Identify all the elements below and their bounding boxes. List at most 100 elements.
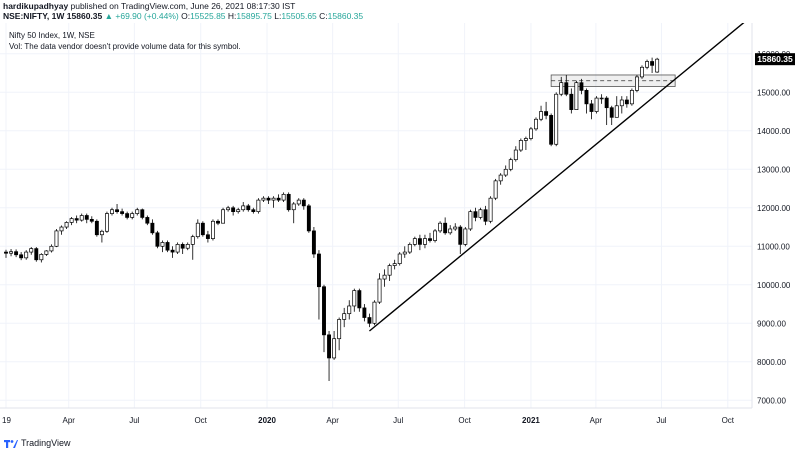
candle-body (604, 97, 609, 109)
candle-body (236, 209, 241, 213)
candle-55 (281, 192, 286, 203)
candle-30 (155, 230, 160, 249)
candle-body (564, 82, 569, 95)
candle-109 (554, 92, 559, 147)
candle-body (4, 251, 8, 254)
price-axis[interactable]: 7000.00 8000.00 9000.00 10000.00 11000.00 120… (757, 50, 791, 406)
candle-body (105, 213, 109, 232)
candle-71 (362, 304, 367, 322)
candle-104 (529, 126, 533, 141)
chart-area[interactable]: 7000.00 8000.00 9000.00 10000.00 11000.00 120… (0, 18, 805, 438)
candle-14 (74, 215, 79, 224)
candle-body (549, 115, 554, 145)
candle-99 (503, 165, 508, 177)
y-tick-label: 12000.00 (757, 204, 791, 213)
candle-body (231, 207, 236, 213)
candle-body (271, 197, 276, 201)
candle-28 (145, 215, 150, 226)
last-price: 15860.35 (66, 11, 103, 21)
candle-body (559, 82, 564, 95)
price-change: ▲ +69.90 (+0.44%) (104, 11, 179, 21)
candle-102 (518, 138, 523, 152)
candle-129 (655, 57, 660, 73)
candle-116 (589, 100, 594, 120)
candle-body (337, 319, 342, 340)
high-label: H: (227, 11, 237, 21)
candle-80 (407, 242, 412, 254)
candle-1 (9, 248, 13, 257)
x-tick-label: 2020 (258, 416, 276, 425)
candle-92 (468, 209, 473, 231)
trendline[interactable] (368, 18, 749, 332)
candle-body (24, 251, 29, 259)
author-name[interactable]: hardikupadhyay (3, 1, 69, 11)
candle-body (185, 244, 190, 249)
y-tick-label: 7000.00 (757, 396, 786, 405)
candle-body (246, 205, 251, 211)
candle-120 (609, 105, 614, 126)
x-tick-label: Apr (326, 416, 339, 425)
candle-body (407, 244, 412, 253)
support-trendline[interactable] (368, 18, 749, 332)
candle-body (296, 199, 301, 205)
candle-body (64, 222, 69, 228)
candle-124 (629, 88, 634, 106)
candle-7 (39, 253, 44, 263)
publish-info: hardikupadhyay published on TradingView.… (3, 1, 295, 11)
candle-body (54, 230, 59, 247)
candle-body (650, 61, 655, 66)
candle-body (458, 226, 463, 245)
candle-body (110, 209, 114, 214)
candle-body (74, 218, 79, 221)
candle-16 (84, 213, 89, 224)
candle-18 (94, 219, 99, 237)
candle-body (428, 238, 432, 241)
candle-3 (19, 252, 24, 261)
candle-91 (463, 227, 468, 247)
candle-21 (110, 207, 114, 216)
tradingview-brand[interactable]: TradingView (21, 438, 71, 448)
legend-title: Nifty 50 Index, 1W, NSE (9, 31, 95, 40)
candle-6 (34, 247, 39, 262)
candle-95 (483, 205, 488, 226)
candle-body (372, 301, 377, 324)
candle-118 (599, 94, 604, 104)
candle-body (19, 254, 24, 259)
candle-body (523, 138, 528, 141)
candle-body (635, 76, 639, 91)
candle-body (99, 230, 104, 236)
candle-87 (443, 217, 448, 235)
candle-body (433, 230, 437, 241)
candlestick-chart[interactable]: 7000.00 8000.00 9000.00 10000.00 11000.00 120… (0, 18, 805, 438)
close-label: C: (319, 11, 328, 21)
candle-body (473, 211, 478, 218)
candle-body (216, 220, 220, 224)
candle-body (589, 103, 594, 112)
candle-body (397, 253, 402, 264)
candle-body (59, 226, 64, 232)
time-axis[interactable]: 19 Apr Jul Oct 2020 Apr Jul Oct 2021 Apr Jul Oct (2, 416, 735, 425)
y-tick-label: 13000.00 (757, 165, 791, 174)
candle-33 (170, 246, 175, 258)
candle-body (645, 61, 649, 68)
x-tick-label: Apr (63, 416, 76, 425)
candle-body (539, 111, 543, 120)
candle-body (529, 128, 533, 139)
y-tick-label: 9000.00 (757, 319, 786, 328)
candle-body (190, 236, 195, 245)
candle-119 (604, 96, 609, 126)
candle-115 (584, 88, 589, 114)
x-tick-label: Oct (458, 416, 471, 425)
candle-body (79, 215, 84, 221)
candle-body (195, 222, 200, 238)
candle-body (579, 82, 584, 91)
candle-26 (135, 207, 140, 216)
open-value: 15525.85 (190, 11, 226, 21)
tradingview-logo-icon (4, 440, 18, 448)
candle-body (483, 209, 488, 222)
y-tick-label: 8000.00 (757, 358, 786, 367)
candle-114 (579, 78, 584, 95)
candle-69 (352, 288, 357, 312)
candle-body (301, 199, 306, 207)
candle-79 (402, 246, 407, 258)
